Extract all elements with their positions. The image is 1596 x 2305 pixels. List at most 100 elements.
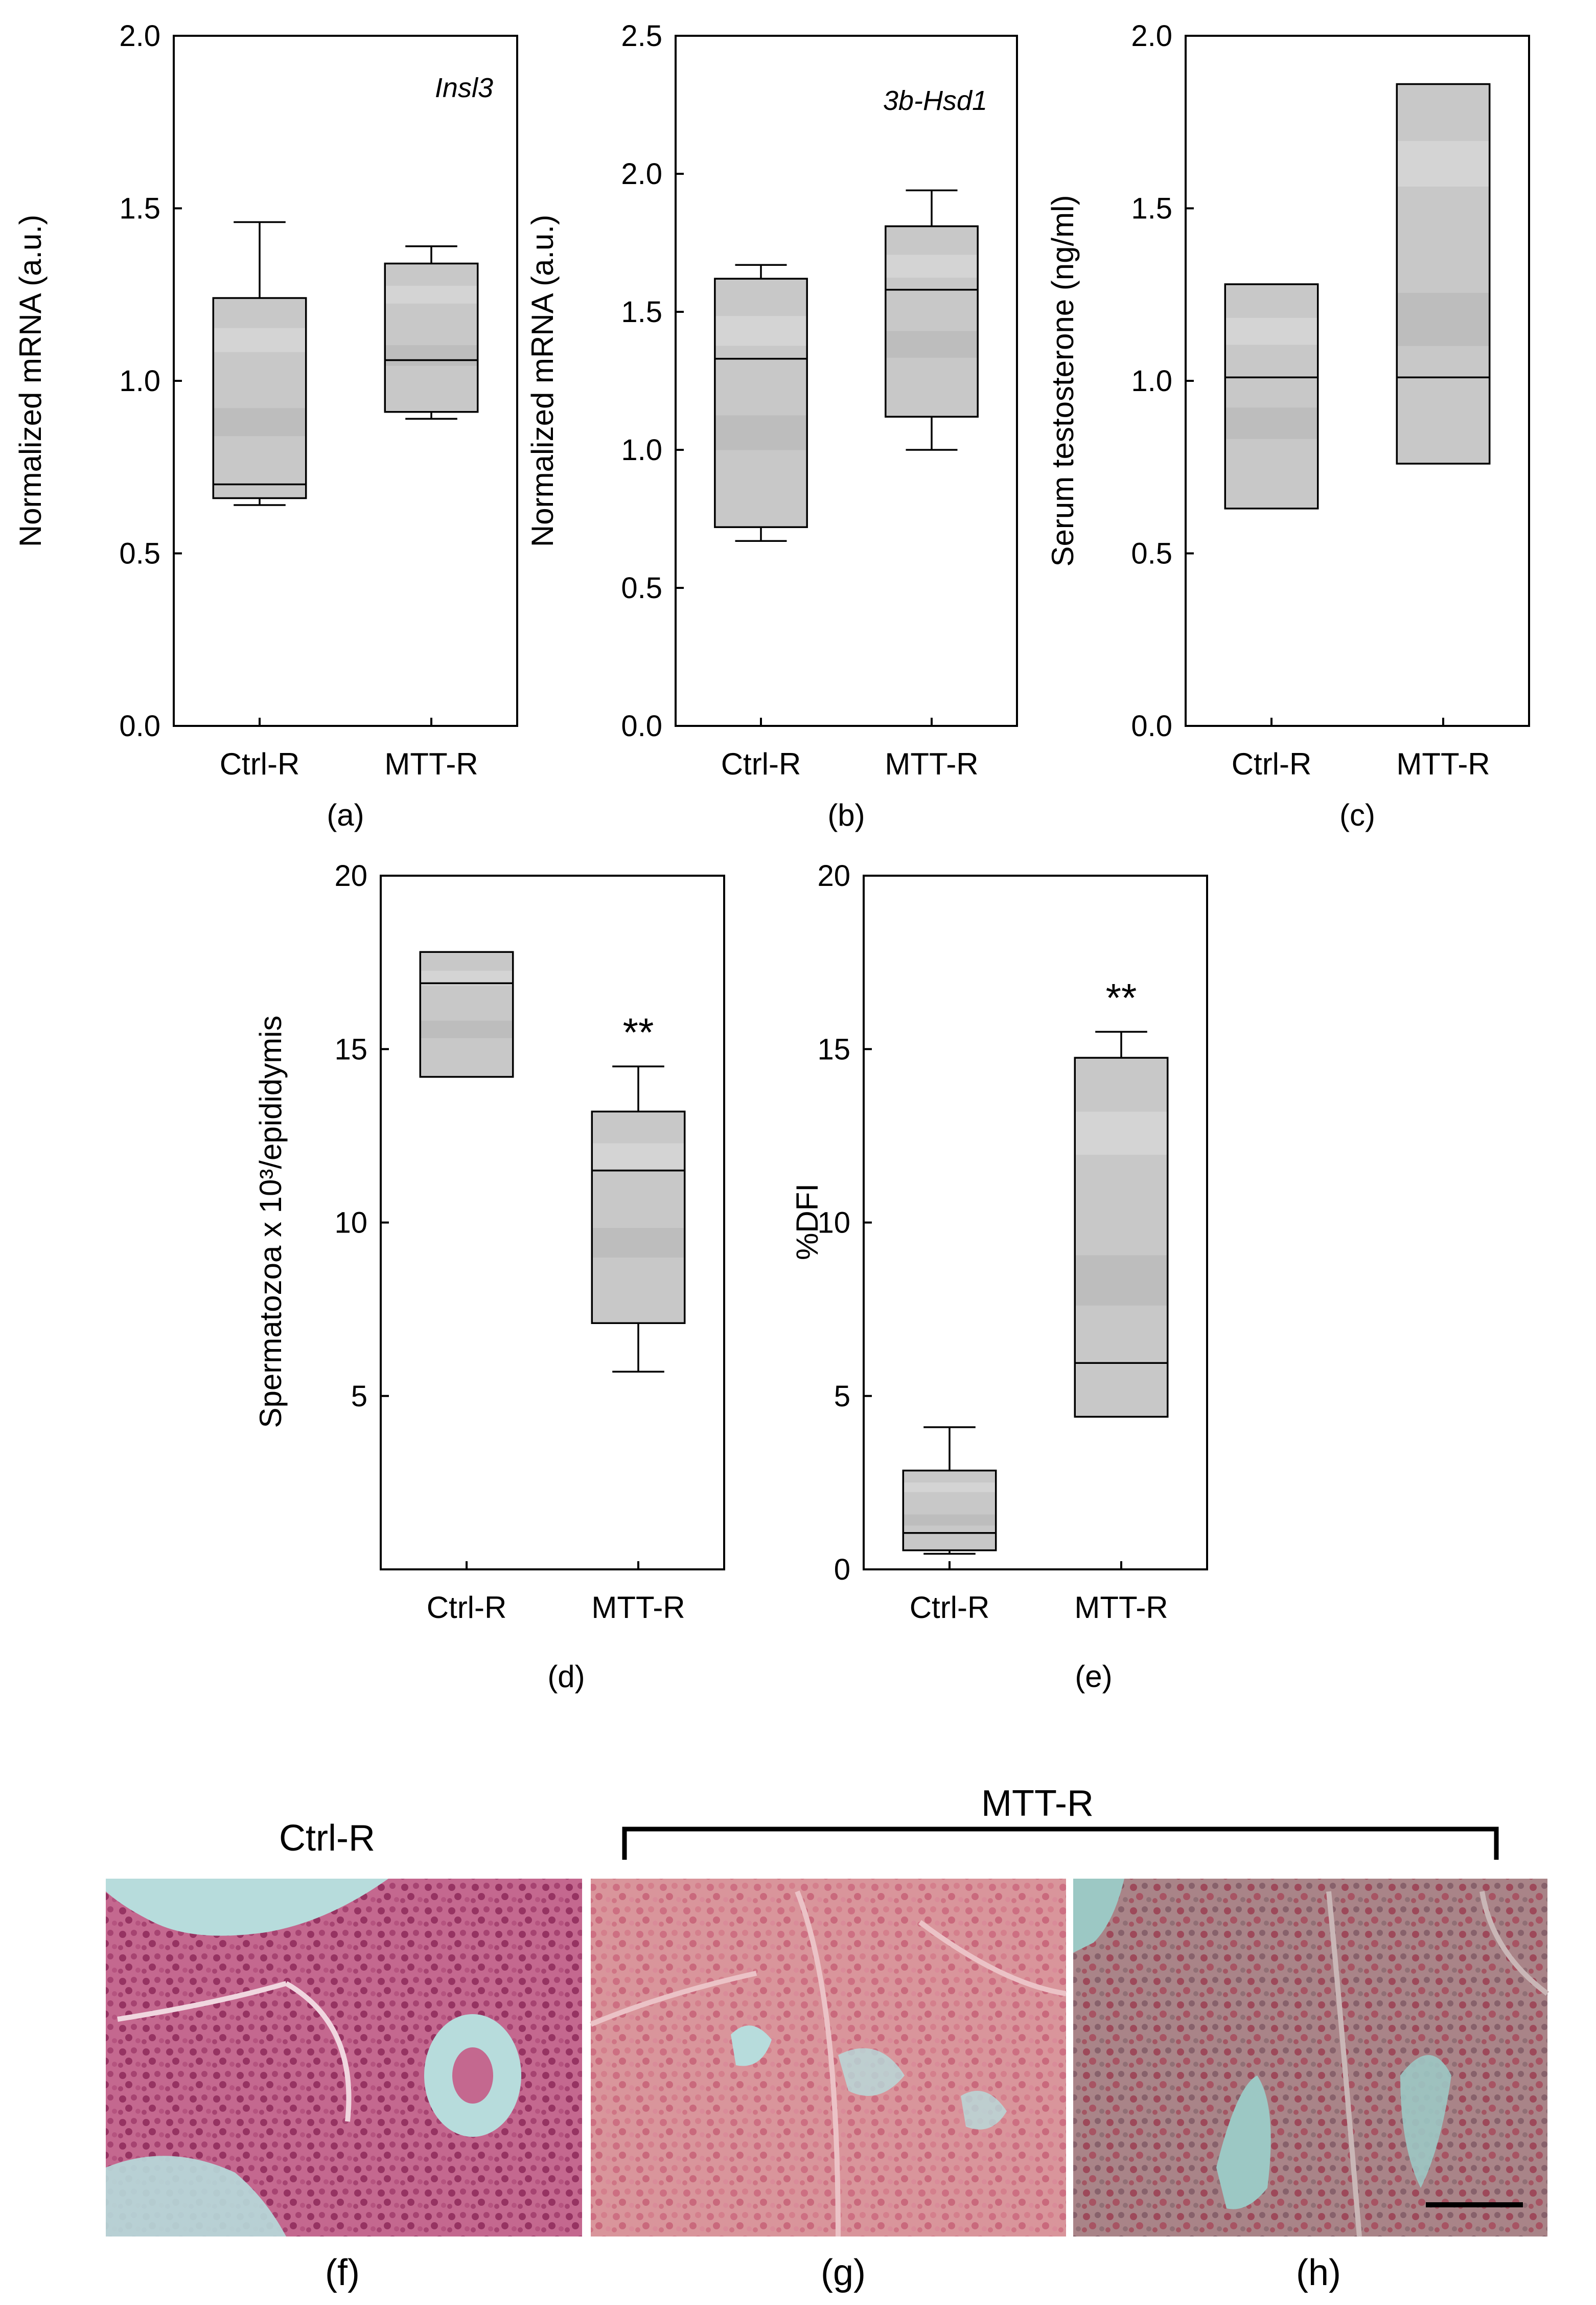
panel-b: 0.0 0.5 1.0 1.5 2.0 2.5 Ctrl-R MTT-R Normalized… (525, 19, 1018, 832)
y-tick-label: 2.0 (119, 19, 160, 53)
y-tick-label: 1.0 (621, 433, 662, 467)
y-tick-label: 0.5 (1131, 537, 1172, 570)
significance-marker: ** (623, 1010, 654, 1055)
panel-label: (d) (547, 1659, 585, 1694)
x-tick-label: MTT-R (1074, 1590, 1168, 1625)
box-shade-band (1225, 407, 1318, 439)
x-tick-label: MTT-R (885, 747, 978, 781)
y-tick-label: 20 (334, 859, 367, 893)
panel-label: (e) (1075, 1659, 1112, 1694)
box-shade-band (885, 331, 978, 358)
x-tick-label: Ctrl-R (721, 747, 801, 781)
gene-annotation: Insl3 (435, 73, 493, 103)
tubule-boundary (590, 1890, 1067, 2237)
plot-frame (675, 35, 1018, 727)
box-shade-band (714, 316, 807, 346)
box-shade-band (213, 328, 306, 352)
box (885, 225, 979, 418)
y-tick-label: 2.0 (621, 157, 662, 191)
y-tick-label: 1.5 (621, 295, 662, 329)
box (384, 262, 479, 413)
x-tick-label: Ctrl-R (1232, 747, 1312, 781)
panel-a: 0.0 0.5 1.0 1.5 2.0 Ctrl-R MTT-R Normalized mR… (13, 19, 518, 832)
box (1224, 283, 1319, 510)
box-shade-band (420, 1020, 513, 1038)
panel-e: 0 5 10 15 20 Ctrl-R MTT-R ** %DFI (e) (790, 859, 1208, 1694)
y-axis-label: Normalized mRNA (a.u.) (13, 215, 48, 547)
lumen-top (106, 1879, 388, 1936)
y-tick-label: 1.0 (1131, 364, 1172, 398)
box (212, 297, 307, 499)
panel-c: 0.0 0.5 1.0 1.5 2.0 Ctrl-R MTT-R Serum testost… (1046, 19, 1530, 832)
panel-label: (a) (327, 798, 364, 832)
y-tick-label: 1.0 (119, 364, 160, 398)
box (591, 1110, 686, 1325)
y-tick-label: 0.5 (621, 572, 662, 605)
box-shade-band (592, 1143, 685, 1169)
y-axis-label: Normalized mRNA (a.u.) (525, 215, 560, 547)
box-shade-band (1075, 1111, 1168, 1155)
x-tick-label: MTT-R (591, 1590, 685, 1625)
gene-annotation: 3b-Hsd1 (883, 85, 987, 116)
y-axis-label: Serum testosterone (ng/ml) (1046, 195, 1080, 567)
box-shade-band (903, 1514, 996, 1526)
tubule-lumen (961, 2091, 1007, 2130)
y-tick-label: 10 (817, 1206, 850, 1240)
box-shade-band (385, 286, 478, 304)
box-shade-band (1397, 292, 1490, 346)
y-tick-label: 15 (817, 1033, 850, 1066)
group-label-mtt: MTT-R (981, 1783, 1094, 1824)
y-tick-label: 1.5 (119, 192, 160, 225)
y-axis-label: %DFI (790, 1183, 824, 1260)
tubule-lumen (731, 2025, 772, 2066)
box (902, 1469, 997, 1551)
box-shade-band (385, 345, 478, 366)
tubule-lumen (1400, 2055, 1451, 2188)
micrograph-g: (g) (590, 1879, 1067, 2293)
tubule-lumen (838, 2048, 905, 2096)
lumen-bottom (106, 2156, 286, 2236)
lumen-center (452, 2047, 493, 2104)
box-shade-band (1075, 1255, 1168, 1306)
panel-label: (f) (325, 2252, 360, 2293)
box-shade-band (1225, 317, 1318, 345)
y-tick-label: 2.0 (1131, 19, 1172, 53)
box-shade-band (903, 1482, 996, 1492)
micrograph-f: (f) (106, 1879, 582, 2293)
y-tick-label: 2.5 (621, 19, 662, 53)
box-shade-band (213, 408, 306, 437)
y-tick-label: 0.0 (1131, 710, 1172, 743)
box-shade-band (714, 415, 807, 450)
tubule-lumen (1216, 2075, 1271, 2209)
group-bracket (622, 1827, 1499, 1860)
y-tick-label: 20 (817, 859, 850, 893)
y-tick-label: 0.0 (621, 710, 662, 743)
y-tick-label: 1.5 (1131, 192, 1172, 225)
x-tick-label: Ctrl-R (910, 1590, 990, 1625)
panel-label: (b) (827, 798, 865, 832)
box-shade-band (1397, 141, 1490, 187)
cell-nuclei (1073, 1879, 1547, 2236)
box (419, 951, 514, 1078)
y-tick-label: 15 (334, 1033, 367, 1066)
group-label-ctrl: Ctrl-R (279, 1818, 375, 1859)
x-tick-label: Ctrl-R (427, 1590, 507, 1625)
scale-bar (1426, 2202, 1523, 2207)
box-shade-band (885, 255, 978, 278)
x-tick-label: MTT-R (384, 747, 478, 781)
panel-label: (c) (1339, 798, 1375, 832)
box-shade-band (592, 1228, 685, 1258)
significance-marker: ** (1106, 975, 1137, 1020)
lumen-top-left (1073, 1879, 1124, 1953)
tubule-boundary (1326, 1891, 1549, 2237)
x-tick-label: Ctrl-R (220, 747, 300, 781)
y-tick-label: 0 (834, 1553, 850, 1586)
y-axis-label: Spermatozoa x 10³/epididymis (253, 1015, 288, 1428)
y-tick-label: 5 (834, 1380, 850, 1413)
y-tick-label: 5 (351, 1380, 367, 1413)
y-tick-label: 0.5 (119, 537, 160, 570)
panel-label: (g) (821, 2252, 866, 2293)
x-tick-label: MTT-R (1396, 747, 1490, 781)
y-tick-label: 0.0 (119, 710, 160, 743)
